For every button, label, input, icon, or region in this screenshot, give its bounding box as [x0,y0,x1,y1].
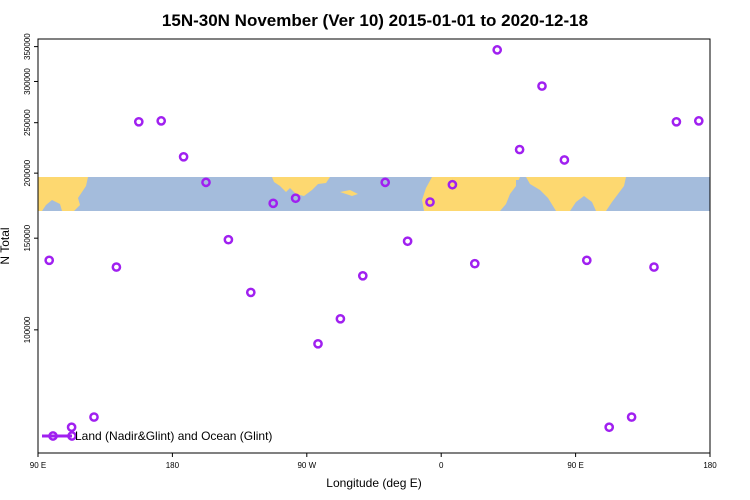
x-tick-label-0: 90 E [30,461,46,470]
data-point-29 [693,116,704,126]
map-land-africa [422,177,520,211]
data-point-11 [290,193,301,204]
legend-marker-left [48,431,58,441]
data-point-19 [469,258,480,269]
data-point-17 [425,197,435,207]
y-axis-label: N Total [0,227,12,264]
data-point-25 [604,422,615,433]
legend-marker-right [67,431,77,441]
data-point-3 [111,262,122,272]
data-point-16 [402,236,413,247]
y-tick-label-0: 100000 [23,316,32,343]
data-point-4 [133,116,144,127]
x-tick-label-5: 180 [703,461,717,470]
data-point-8 [223,234,234,245]
y-tick-label-5: 350000 [23,33,32,60]
data-point-5 [156,116,167,126]
map-redsea [516,180,520,200]
data-point-9 [245,287,256,298]
data-point-21 [514,144,525,155]
data-point-20 [492,45,503,55]
data-point-26 [626,412,637,422]
y-tick-label-2: 200000 [23,159,32,186]
x-tick-label-2: 90 W [297,461,316,470]
map-land-asia [38,177,88,211]
x-tick-label-4: 90 E [567,461,583,470]
x-axis: 90 E 180 90 W 0 90 E 180 [30,453,717,470]
y-tick-label-4: 300000 [23,68,32,95]
y-tick-label-1: 150000 [23,224,32,251]
map-land-mexico [272,177,330,196]
data-point-0 [44,255,55,266]
y-tick-label-3: 250000 [23,109,32,136]
data-point-14 [357,270,368,281]
data-points [44,45,704,433]
map-land-caribbean [340,190,358,196]
data-point-12 [313,338,323,349]
data-point-24 [581,255,592,266]
data-point-7 [201,177,211,188]
data-point-22 [537,81,547,91]
chart-title: 15N-30N November (Ver 10) 2015-01-01 to … [162,11,588,30]
x-axis-label: Longitude (deg E) [326,476,421,490]
legend-label: Land (Nadir&Glint) and Ocean (Glint) [75,429,272,443]
data-point-2 [89,412,99,422]
data-point-15 [380,177,391,188]
map-strip [38,177,710,211]
data-point-27 [649,262,659,272]
data-point-10 [268,198,279,209]
x-tick-label-1: 180 [166,461,180,470]
data-point-6 [178,151,189,162]
map-land-arabia-india [526,177,626,211]
data-point-1 [66,422,77,433]
data-point-28 [671,116,682,127]
plot-frame [37,38,711,454]
data-point-18 [447,179,458,190]
data-point-13 [335,313,346,324]
data-point-23 [559,155,570,165]
legend: Land (Nadir&Glint) and Ocean (Glint) [42,429,272,443]
y-axis: 100000 150000 200000 250000 300000 350000 [23,33,38,343]
x-tick-label-3: 0 [439,461,444,470]
